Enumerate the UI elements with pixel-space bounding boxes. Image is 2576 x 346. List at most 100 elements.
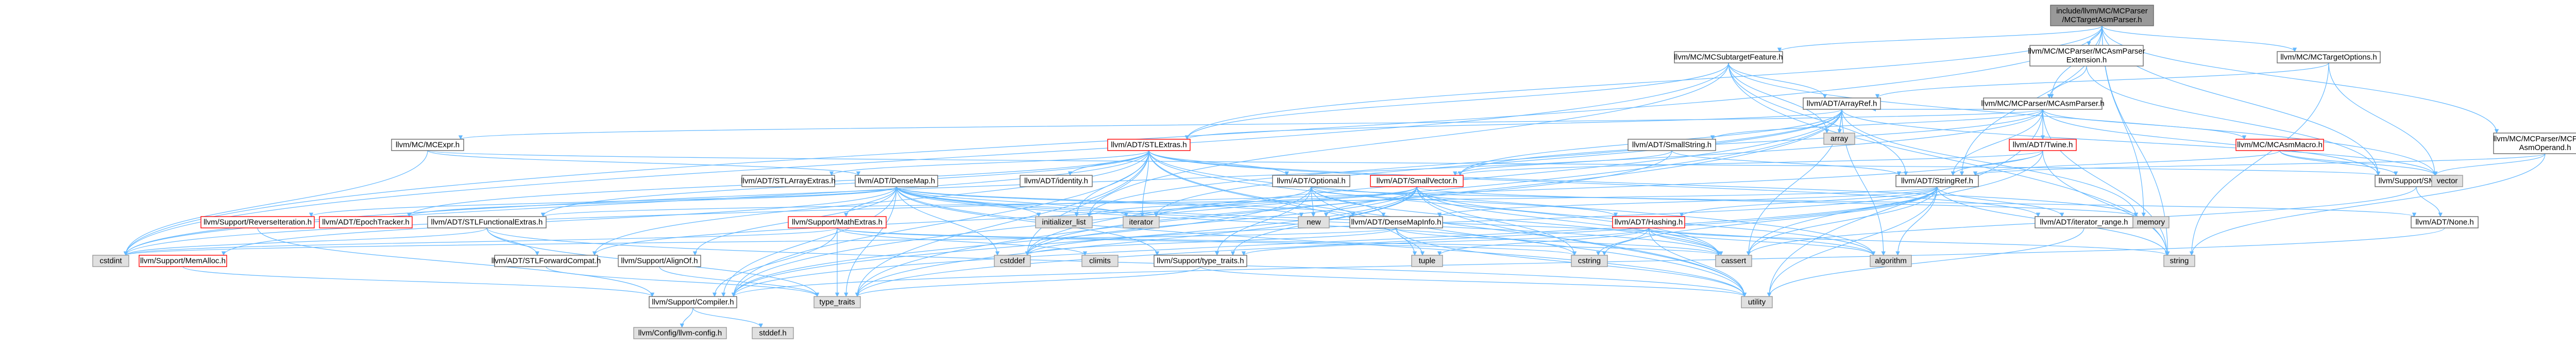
node-box-new bbox=[1298, 216, 1330, 228]
node-typetraitsh[interactable]: llvm/Support/type_traits.h bbox=[1154, 255, 1247, 267]
edge-smallvector-to-cstddef bbox=[1025, 186, 1417, 256]
node-label-vector: vector bbox=[2437, 177, 2458, 186]
node-label-parsedop: AsmOperand.h bbox=[2519, 143, 2571, 152]
node-label-optional: llvm/ADT/Optional.h bbox=[1277, 177, 1345, 186]
node-label-iterator: iterator bbox=[1129, 218, 1154, 227]
node-label-revit: llvm/Support/ReverseIteration.h bbox=[204, 218, 312, 227]
edge-stringref-to-compiler bbox=[731, 186, 1938, 297]
edge-stlextras-to-compiler bbox=[731, 150, 1149, 297]
edge-stlforward-to-typetraits bbox=[546, 266, 820, 297]
node-box-cstddef bbox=[994, 255, 1031, 267]
node-mathextras[interactable]: llvm/Support/MathExtras.h bbox=[788, 216, 887, 228]
edge-stringref-to-stlfunc bbox=[541, 186, 1938, 217]
node-label-typetraits: type_traits bbox=[819, 298, 855, 307]
node-box-asmmacro bbox=[2235, 139, 2324, 151]
node-none[interactable]: llvm/ADT/None.h bbox=[2411, 216, 2479, 228]
node-asmmacro[interactable]: llvm/MC/MCAsmMacro.h bbox=[2235, 139, 2324, 151]
node-label-asmext: Extension.h bbox=[2066, 56, 2107, 64]
node-hashing[interactable]: llvm/ADT/Hashing.h bbox=[1612, 216, 1685, 228]
node-label-itrange: llvm/ADT/iterator_range.h bbox=[2040, 218, 2128, 227]
node-twine[interactable]: llvm/ADT/Twine.h bbox=[2009, 139, 2077, 151]
node-label-stringref: llvm/ADT/StringRef.h bbox=[1901, 177, 1973, 186]
node-label-alignof: llvm/Support/AlignOf.h bbox=[621, 257, 698, 266]
node-box-root bbox=[2050, 5, 2154, 26]
node-label-mcexpr: llvm/MC/MCExpr.h bbox=[396, 141, 460, 150]
node-stlfunc[interactable]: llvm/ADT/STLFunctionalExtras.h bbox=[427, 216, 547, 228]
node-box-typetraitsh bbox=[1154, 255, 1247, 267]
edge-twine-to-cstdint bbox=[124, 150, 2043, 256]
node-root[interactable]: include/llvm/MC/MCParser/MCTargetAsmPars… bbox=[2050, 5, 2154, 26]
node-cstddef: cstddef bbox=[994, 255, 1031, 267]
node-label-none: llvm/ADT/None.h bbox=[2415, 218, 2473, 227]
edge-alignof-to-typetraits bbox=[659, 266, 820, 297]
node-alignof[interactable]: llvm/Support/AlignOf.h bbox=[618, 255, 701, 267]
edge-stringref-to-itrange bbox=[1937, 186, 2064, 217]
node-stlarray[interactable]: llvm/ADT/STLArrayExtras.h bbox=[741, 175, 836, 187]
edge-arrayref-to-vector bbox=[1841, 109, 2437, 176]
node-stlextras[interactable]: llvm/ADT/STLExtras.h bbox=[1107, 139, 1191, 151]
node-stlforward[interactable]: llvm/ADT/STLForwardCompat.h bbox=[492, 255, 601, 267]
node-label-asmext: llvm/MC/MCParser/MCAsmParser bbox=[2028, 47, 2145, 56]
node-identity[interactable]: llvm/ADT/identity.h bbox=[1020, 175, 1093, 187]
edge-stlextras-to-cassert bbox=[1148, 150, 1721, 256]
edge-hashing-to-cstring bbox=[1596, 227, 1649, 256]
edge-stlextras-to-typetraits bbox=[855, 150, 1149, 297]
node-label-tuple: tuple bbox=[1419, 257, 1436, 266]
edge-smallvector-to-new bbox=[1324, 186, 1417, 217]
node-itrange[interactable]: llvm/ADT/iterator_range.h bbox=[2035, 216, 2133, 228]
node-box-initlist bbox=[1035, 216, 1093, 228]
node-parsedop[interactable]: llvm/MC/MCParser/MCParsedAsmOperand.h bbox=[2493, 133, 2576, 154]
node-compiler[interactable]: llvm/Support/Compiler.h bbox=[649, 296, 737, 308]
node-box-stlextras bbox=[1107, 139, 1191, 151]
edge-mcexpr-to-cstdint bbox=[123, 150, 428, 256]
edge-compiler-to-stddef bbox=[692, 307, 763, 328]
dependency-edges bbox=[123, 25, 2546, 328]
node-config: llvm/Config/llvm-config.h bbox=[633, 327, 727, 339]
edge-optional-to-new bbox=[1311, 186, 1316, 217]
edge-hashing-to-typetraitsh bbox=[1242, 227, 1649, 256]
node-box-asmparser bbox=[1983, 97, 2103, 110]
node-asmparser[interactable]: llvm/MC/MCParser/MCAsmParser.h bbox=[1981, 97, 2105, 110]
node-cstring: cstring bbox=[1571, 255, 1608, 267]
node-smallvector[interactable]: llvm/ADT/SmallVector.h bbox=[1370, 175, 1464, 187]
node-revit[interactable]: llvm/Support/ReverseIteration.h bbox=[200, 216, 315, 228]
edge-hashing-to-utility bbox=[1648, 227, 1747, 297]
edge-smallvector-to-memory bbox=[1416, 186, 2138, 217]
node-memalloc[interactable]: llvm/Support/MemAlloc.h bbox=[139, 255, 227, 267]
node-box-algorithm bbox=[1870, 255, 1912, 267]
node-array: array bbox=[1823, 133, 1855, 145]
node-arrayref[interactable]: llvm/ADT/ArrayRef.h bbox=[1803, 97, 1881, 110]
node-memory: memory bbox=[2132, 216, 2170, 228]
node-optional[interactable]: llvm/ADT/Optional.h bbox=[1272, 175, 1350, 187]
node-box-hashing bbox=[1612, 216, 1685, 228]
edge-densemap-to-iterator bbox=[896, 186, 1129, 217]
node-box-memalloc bbox=[139, 255, 227, 267]
edge-stringref-to-cstddef bbox=[1025, 186, 1938, 256]
node-label-cstdint: cstdint bbox=[99, 257, 122, 266]
edge-subtarget-to-stringref bbox=[1728, 62, 1908, 176]
node-stringref[interactable]: llvm/ADT/StringRef.h bbox=[1895, 175, 1979, 187]
edge-stlextras-to-utility bbox=[1148, 150, 1747, 297]
node-smallstring[interactable]: llvm/ADT/SmallString.h bbox=[1628, 139, 1716, 151]
node-cassert: cassert bbox=[1715, 255, 1752, 267]
edge-densemap-to-typetraitsh bbox=[896, 186, 1160, 256]
node-label-twine: llvm/ADT/Twine.h bbox=[2013, 141, 2073, 150]
node-subtarget[interactable]: llvm/MC/MCSubtargetFeature.h bbox=[1674, 51, 1783, 63]
node-label-algorithm: algorithm bbox=[1875, 257, 1907, 266]
node-densemap[interactable]: llvm/ADT/DenseMap.h bbox=[855, 175, 938, 187]
edge-optional-to-hashing bbox=[1311, 186, 1618, 217]
edge-densemapinfo-to-cstdint bbox=[124, 227, 1397, 256]
node-densemapinfo[interactable]: llvm/ADT/DenseMapInfo.h bbox=[1349, 216, 1443, 228]
node-box-twine bbox=[2009, 139, 2077, 151]
node-label-typetraitsh: llvm/Support/type_traits.h bbox=[1157, 257, 1244, 266]
node-box-epoch bbox=[319, 216, 413, 228]
node-label-root: /MCTargetAsmParser.h bbox=[2062, 15, 2142, 24]
node-label-string: string bbox=[2170, 257, 2189, 266]
edge-densemap-to-initlist bbox=[896, 186, 1041, 217]
node-epoch[interactable]: llvm/ADT/EpochTracker.h bbox=[319, 216, 413, 228]
edge-stlextras-to-optional bbox=[1148, 150, 1289, 176]
node-mcexpr[interactable]: llvm/MC/MCExpr.h bbox=[391, 139, 464, 151]
node-targetopts[interactable]: llvm/MC/MCTargetOptions.h bbox=[2277, 51, 2381, 63]
edge-smallvector-to-cstring bbox=[1416, 186, 1577, 256]
